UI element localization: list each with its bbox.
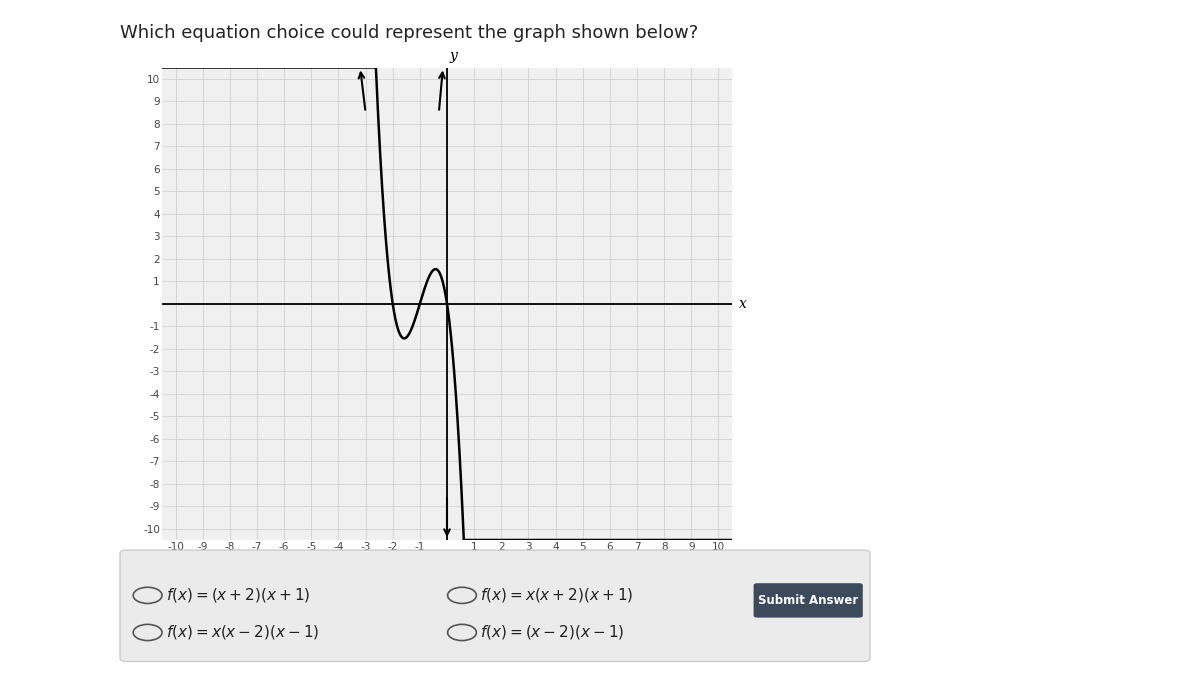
- Text: $f(x) = (x - 2)(x - 1)$: $f(x) = (x - 2)(x - 1)$: [480, 624, 624, 641]
- Text: $f(x) = x(x - 2)(x - 1)$: $f(x) = x(x - 2)(x - 1)$: [166, 624, 319, 641]
- Text: y: y: [450, 49, 457, 63]
- Text: x: x: [739, 297, 746, 310]
- Text: $f(x) = (x + 2)(x + 1)$: $f(x) = (x + 2)(x + 1)$: [166, 587, 310, 604]
- Text: Submit Answer: Submit Answer: [758, 594, 858, 607]
- Text: Which equation choice could represent the graph shown below?: Which equation choice could represent th…: [120, 24, 698, 42]
- Text: $f(x) = x(x + 2)(x + 1)$: $f(x) = x(x + 2)(x + 1)$: [480, 587, 634, 604]
